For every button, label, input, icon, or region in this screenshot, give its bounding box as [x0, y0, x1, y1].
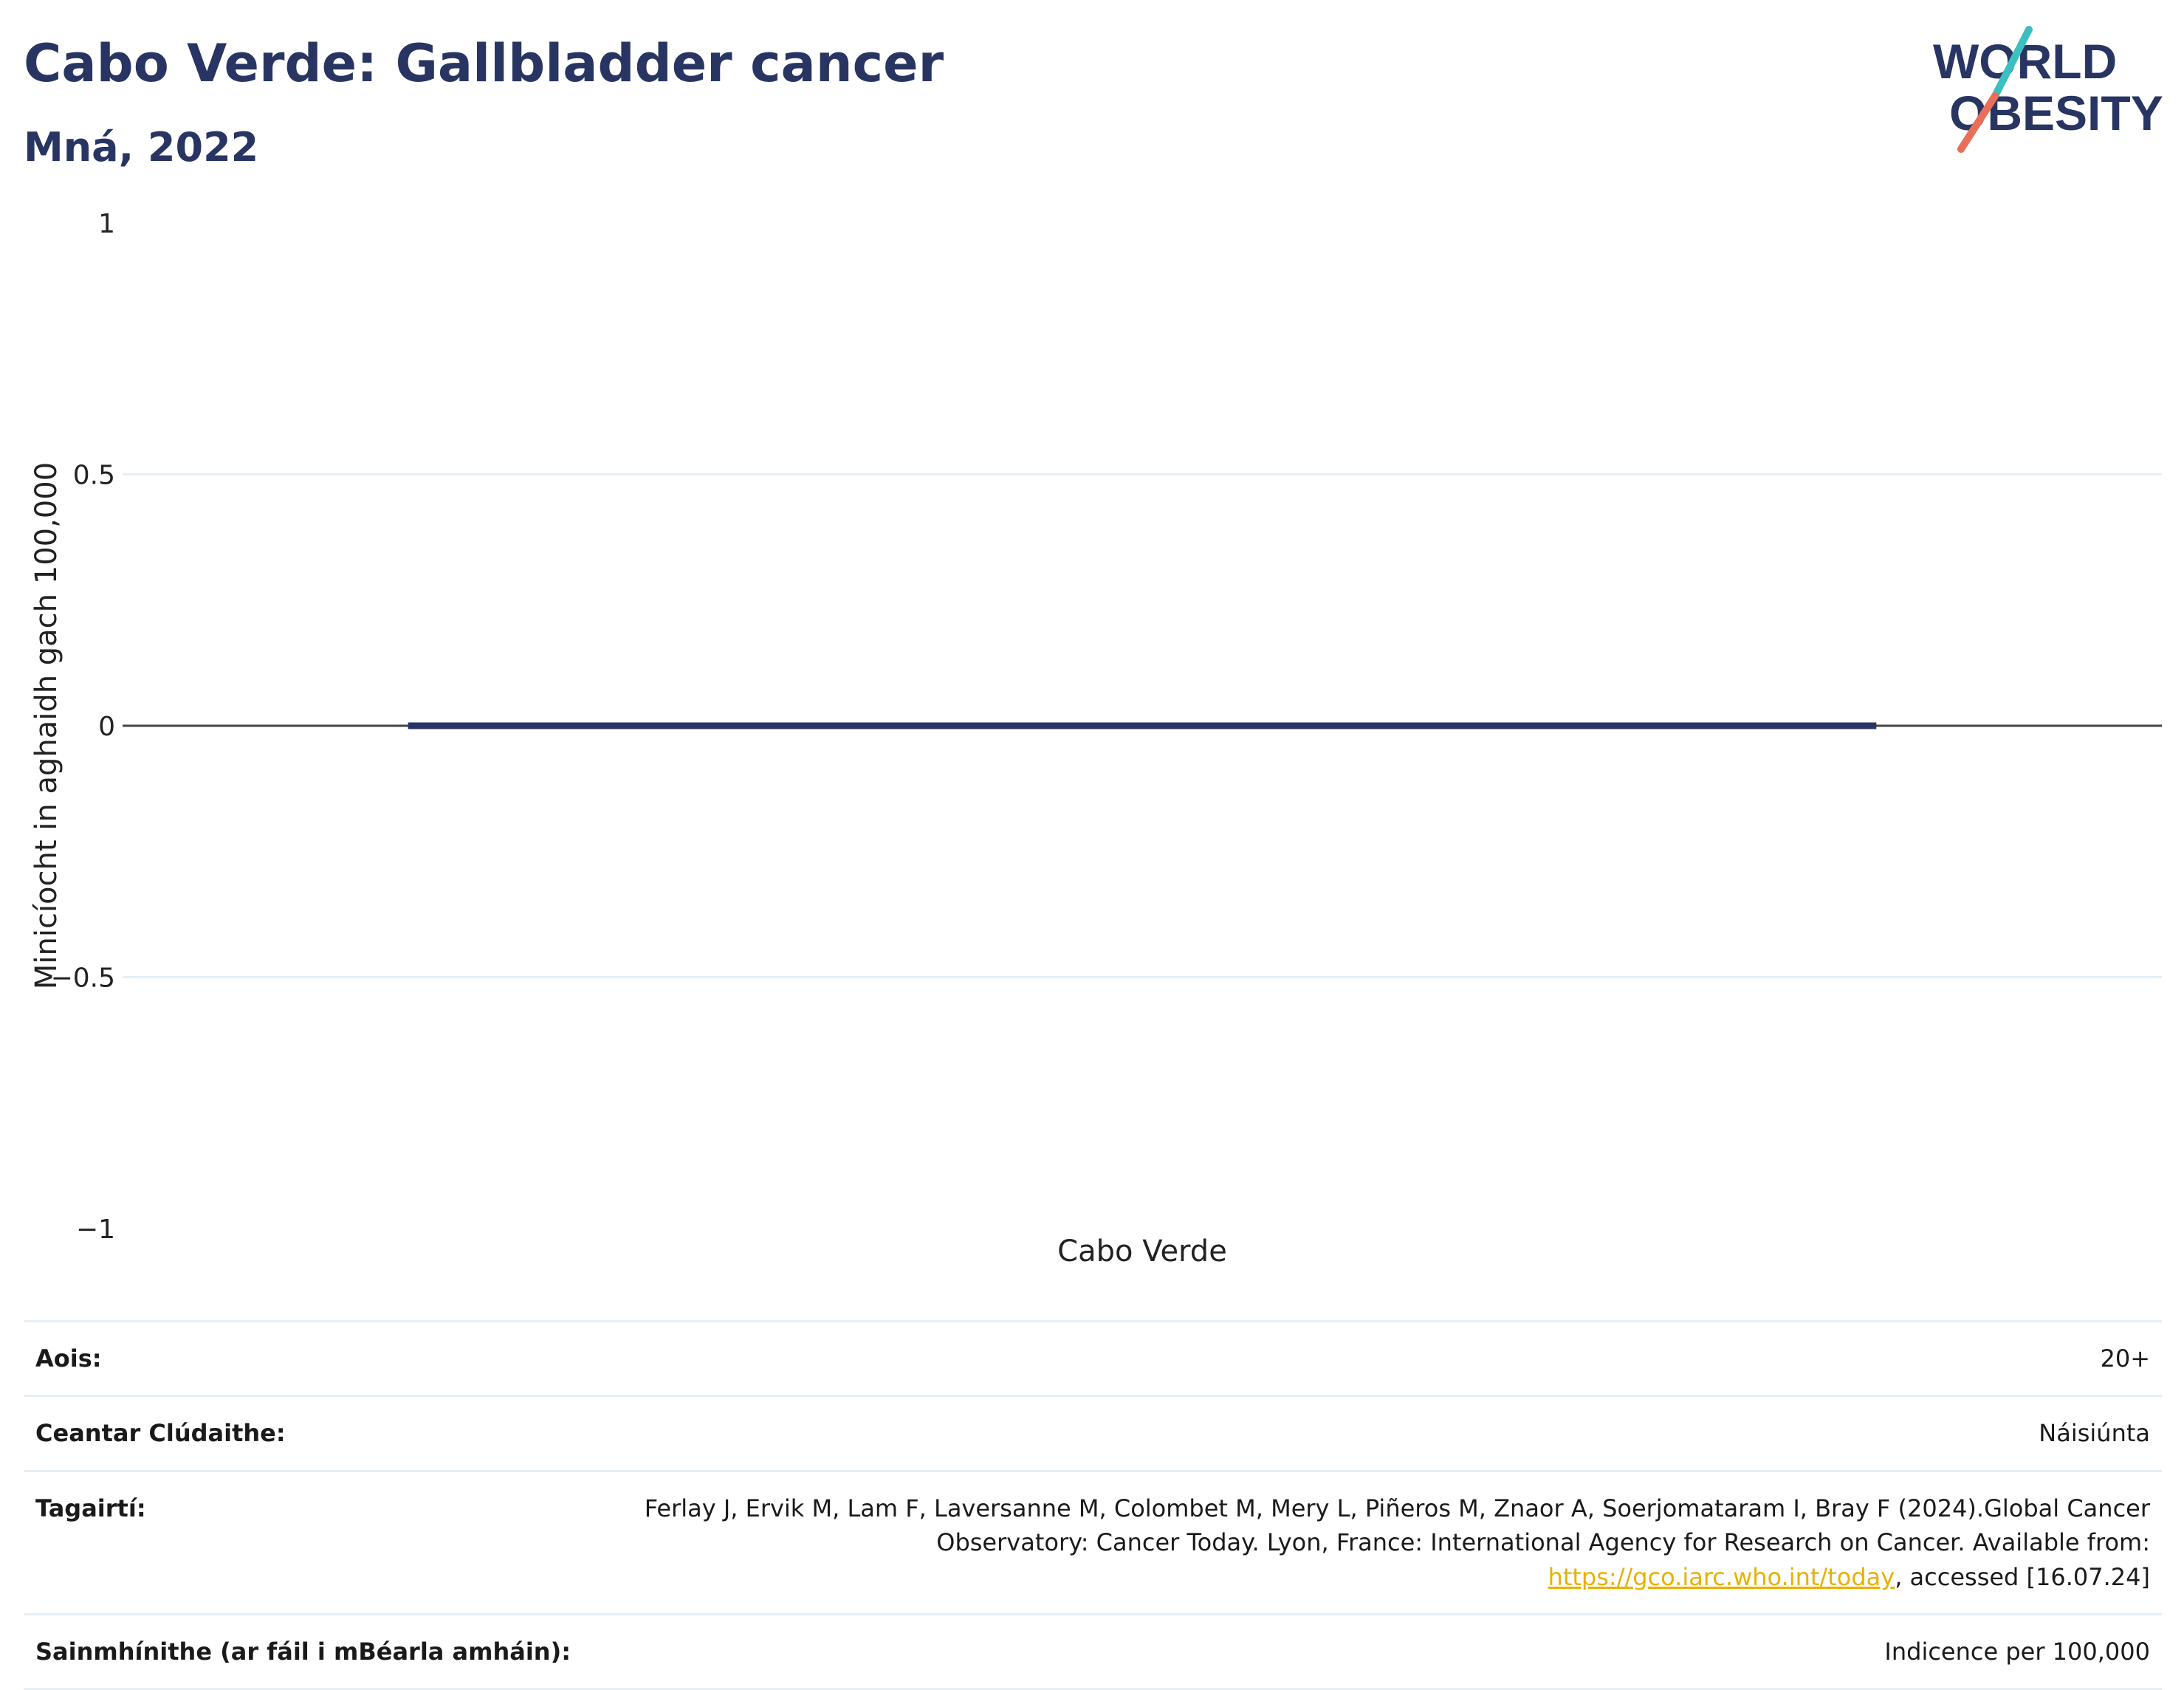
metadata-table: Aois: 20+ Ceantar Clúdaithe: Náisiúnta T… — [24, 1320, 2162, 1690]
age-value: 20+ — [2100, 1344, 2150, 1373]
page-title: Cabo Verde: Gallbladder cancer — [24, 33, 944, 94]
y-tick-label: 1 — [98, 209, 115, 239]
x-tick-labels: Cabo Verde — [1057, 1234, 1227, 1268]
meta-row-age: Aois: 20+ — [24, 1320, 2162, 1395]
definitions-value: Indicence per 100,000 — [1884, 1637, 2150, 1666]
references-text: Ferlay J, Ervik M, Lam F, Laversanne M, … — [644, 1494, 2150, 1557]
y-tick-label: 0.5 — [73, 461, 115, 491]
logo-slash-top — [1991, 26, 2033, 100]
meta-row-area: Ceantar Clúdaithe: Náisiúnta — [24, 1395, 2162, 1469]
y-tick-label: 0 — [98, 712, 115, 742]
meta-row-references: Tagairtí: Ferlay J, Ervik M, Lam F, Lave… — [24, 1469, 2162, 1613]
chart: 1 0.5 0 −0.5 −1 Cabo Verde Minicíocht in agh… — [30, 209, 2162, 1268]
x-tick-label: Cabo Verde — [1057, 1234, 1227, 1268]
area-label: Ceantar Clúdaithe: — [35, 1419, 286, 1448]
bar-layer — [408, 722, 1877, 729]
age-label: Aois: — [35, 1344, 102, 1373]
references-label: Tagairtí: — [35, 1494, 146, 1522]
references-value: Ferlay J, Ervik M, Lam F, Laversanne M, … — [600, 1491, 2150, 1594]
y-axis-title: Minicíocht in aghaidh gach 100,000 — [30, 462, 63, 989]
world-obesity-logo: WORLD OBESITY — [1933, 26, 2163, 153]
page-subtitle: Mná, 2022 — [24, 124, 259, 171]
references-link[interactable]: https://gco.iarc.who.int/today — [1548, 1562, 1895, 1591]
meta-row-definitions: Sainmhínithe (ar fáil i mBéarla amháin):… — [24, 1612, 2162, 1690]
definitions-label: Sainmhínithe (ar fáil i mBéarla amháin): — [35, 1637, 571, 1666]
bar — [408, 722, 1877, 729]
y-tick-labels: 1 0.5 0 −0.5 −1 — [51, 209, 115, 1245]
logo-slash-bottom — [1957, 92, 1999, 153]
area-value: Náisiúnta — [2039, 1419, 2150, 1448]
y-tick-label: −1 — [76, 1215, 115, 1245]
y-tick-label: −0.5 — [51, 963, 115, 994]
references-accessed: , accessed [16.07.24] — [1895, 1562, 2150, 1591]
